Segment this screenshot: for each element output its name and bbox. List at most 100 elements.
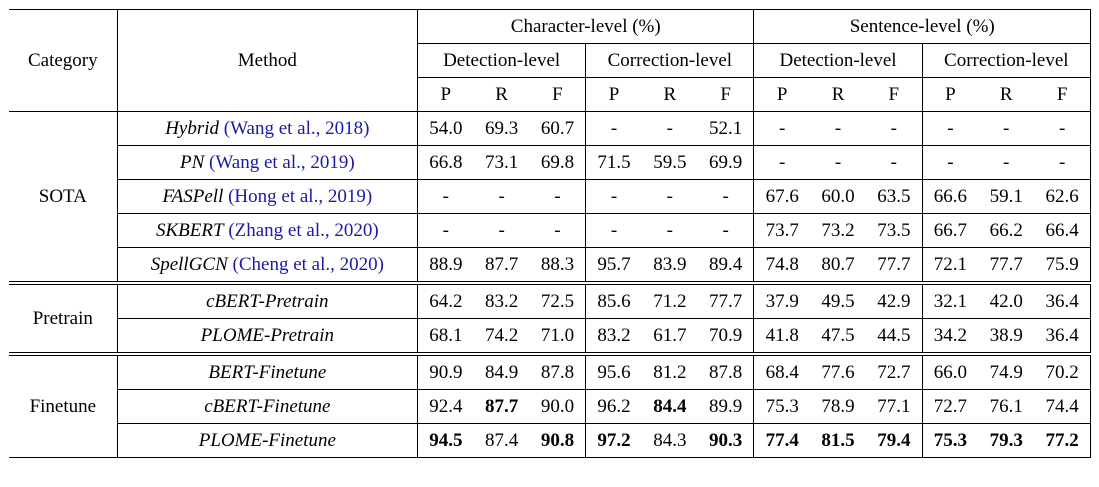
value-cell: 83.9: [641, 247, 698, 283]
metric-header: R: [831, 83, 845, 105]
value-cell: 77.7: [978, 247, 1035, 283]
value-cell: 70.9: [697, 318, 755, 354]
value-cell: 88.9: [417, 247, 474, 283]
value-cell: 66.2: [978, 213, 1035, 248]
value-cell: 38.9: [978, 318, 1035, 354]
method-name: SKBERT: [156, 219, 224, 241]
value-cell: 66.7: [922, 213, 979, 248]
citation: (Wang et al., 2019): [209, 151, 355, 173]
value-cell: 32.1: [933, 290, 968, 312]
category-cell: Pretrain: [9, 283, 118, 354]
metric-header: P: [776, 83, 788, 105]
category-cell: SOTA: [9, 111, 118, 283]
method-cell: Hybrid (Wang et al., 2018): [117, 111, 419, 146]
value-cell: 44.5: [866, 318, 923, 354]
value-cell: 74.9: [989, 361, 1023, 383]
value-cell: -: [529, 179, 587, 214]
method-cell: cBERT-Finetune: [117, 389, 419, 424]
value-cell: -: [978, 145, 1035, 180]
value-cell: 72.1: [922, 247, 979, 283]
value-cell: 77.1: [866, 389, 923, 424]
value-cell: 75.3: [753, 389, 810, 424]
metric-header: F: [866, 77, 923, 112]
value-cell: -: [697, 179, 755, 214]
value-cell: 87.8: [697, 354, 755, 390]
value-cell: -: [473, 213, 530, 248]
value-cell: 66.0: [933, 361, 968, 383]
method-cell: PLOME-Pretrain: [117, 318, 419, 354]
value-cell: 79.3: [978, 423, 1035, 458]
value-cell: -: [666, 117, 673, 139]
value-cell: 74.4: [1034, 389, 1092, 424]
metric-header: P: [440, 83, 452, 105]
value-cell: -: [697, 213, 755, 248]
value-cell: 73.7: [753, 213, 810, 248]
value-cell: 66.8: [417, 145, 474, 180]
subgroup-header: Detection-level: [417, 43, 587, 78]
results-table: Category Method Character-level (%) Sentenc…: [9, 9, 1092, 458]
value-cell: 77.6: [821, 361, 855, 383]
value-cell: -: [1003, 117, 1010, 139]
value-cell: 76.1: [978, 389, 1035, 424]
value-cell: -: [1034, 111, 1092, 146]
value-cell: 52.1: [697, 111, 755, 146]
value-cell: 74.8: [753, 247, 810, 283]
value-cell: 66.6: [922, 179, 979, 214]
group-header: Character-level (%): [417, 9, 755, 44]
value-cell: 61.7: [641, 318, 698, 354]
value-cell: 73.5: [866, 213, 923, 248]
value-cell: 83.2: [585, 318, 642, 354]
value-cell: -: [810, 145, 867, 180]
method-name: Hybrid: [165, 117, 220, 139]
value-cell: -: [417, 213, 474, 248]
value-cell: 42.9: [866, 283, 923, 319]
value-cell: 79.4: [866, 423, 923, 458]
value-cell: 97.2: [585, 423, 642, 458]
value-cell: -: [417, 179, 474, 214]
value-cell: 72.7: [866, 354, 923, 390]
data-row: Finetune BERT-Finetune 90.9 84.9 87.8 95.6 81.…: [9, 354, 1092, 458]
metric-header: F: [529, 77, 587, 112]
value-cell: 67.6: [753, 179, 810, 214]
value-cell: 87.7: [473, 389, 530, 424]
value-cell: 69.8: [529, 145, 587, 180]
value-cell: -: [753, 145, 810, 180]
value-cell: 42.0: [989, 290, 1023, 312]
method-cell: SKBERT (Zhang et al., 2020): [117, 213, 419, 248]
method-cell: FASPell (Hong et al., 2019): [117, 179, 419, 214]
method-name: cBERT-Finetune: [204, 395, 331, 417]
metric-header: P: [945, 83, 956, 105]
value-cell: -: [922, 145, 979, 180]
value-cell: 68.1: [417, 318, 474, 354]
value-cell: -: [529, 213, 587, 248]
data-row: cBERT-Finetune 92.4 87.7 90.0 96.2 84.4 89.9 75…: [9, 389, 1092, 424]
value-cell: 47.5: [810, 318, 867, 354]
metric-header: F: [1034, 77, 1092, 112]
value-cell: -: [641, 213, 698, 248]
value-cell: 78.9: [810, 389, 867, 424]
method-cell: PN (Wang et al., 2019): [117, 145, 419, 180]
value-cell: 89.9: [697, 389, 755, 424]
value-cell: 87.8: [529, 354, 587, 390]
value-cell: 81.2: [653, 361, 687, 383]
value-cell: 83.2: [485, 290, 519, 312]
value-cell: 77.7: [697, 283, 755, 319]
method-name: SpellGCN: [150, 253, 228, 275]
header-row: Detection-level Correction-level Detection…: [9, 43, 1092, 78]
value-cell: 69.9: [697, 145, 755, 180]
value-cell: 80.7: [810, 247, 867, 283]
header-row: Category Method Character-level (%) Sentenc…: [9, 9, 1091, 112]
value-cell: 72.5: [529, 283, 587, 319]
value-cell: 75.3: [922, 423, 979, 458]
value-cell: 59.1: [978, 179, 1035, 214]
value-cell: 77.4: [753, 423, 810, 458]
value-cell: 34.2: [922, 318, 979, 354]
value-cell: 85.6: [597, 290, 631, 312]
value-cell: 70.2: [1034, 354, 1092, 390]
method-name: PN: [179, 151, 205, 173]
value-cell: -: [866, 111, 923, 146]
value-cell: 87.7: [473, 247, 530, 283]
value-cell: 71.5: [585, 145, 642, 180]
